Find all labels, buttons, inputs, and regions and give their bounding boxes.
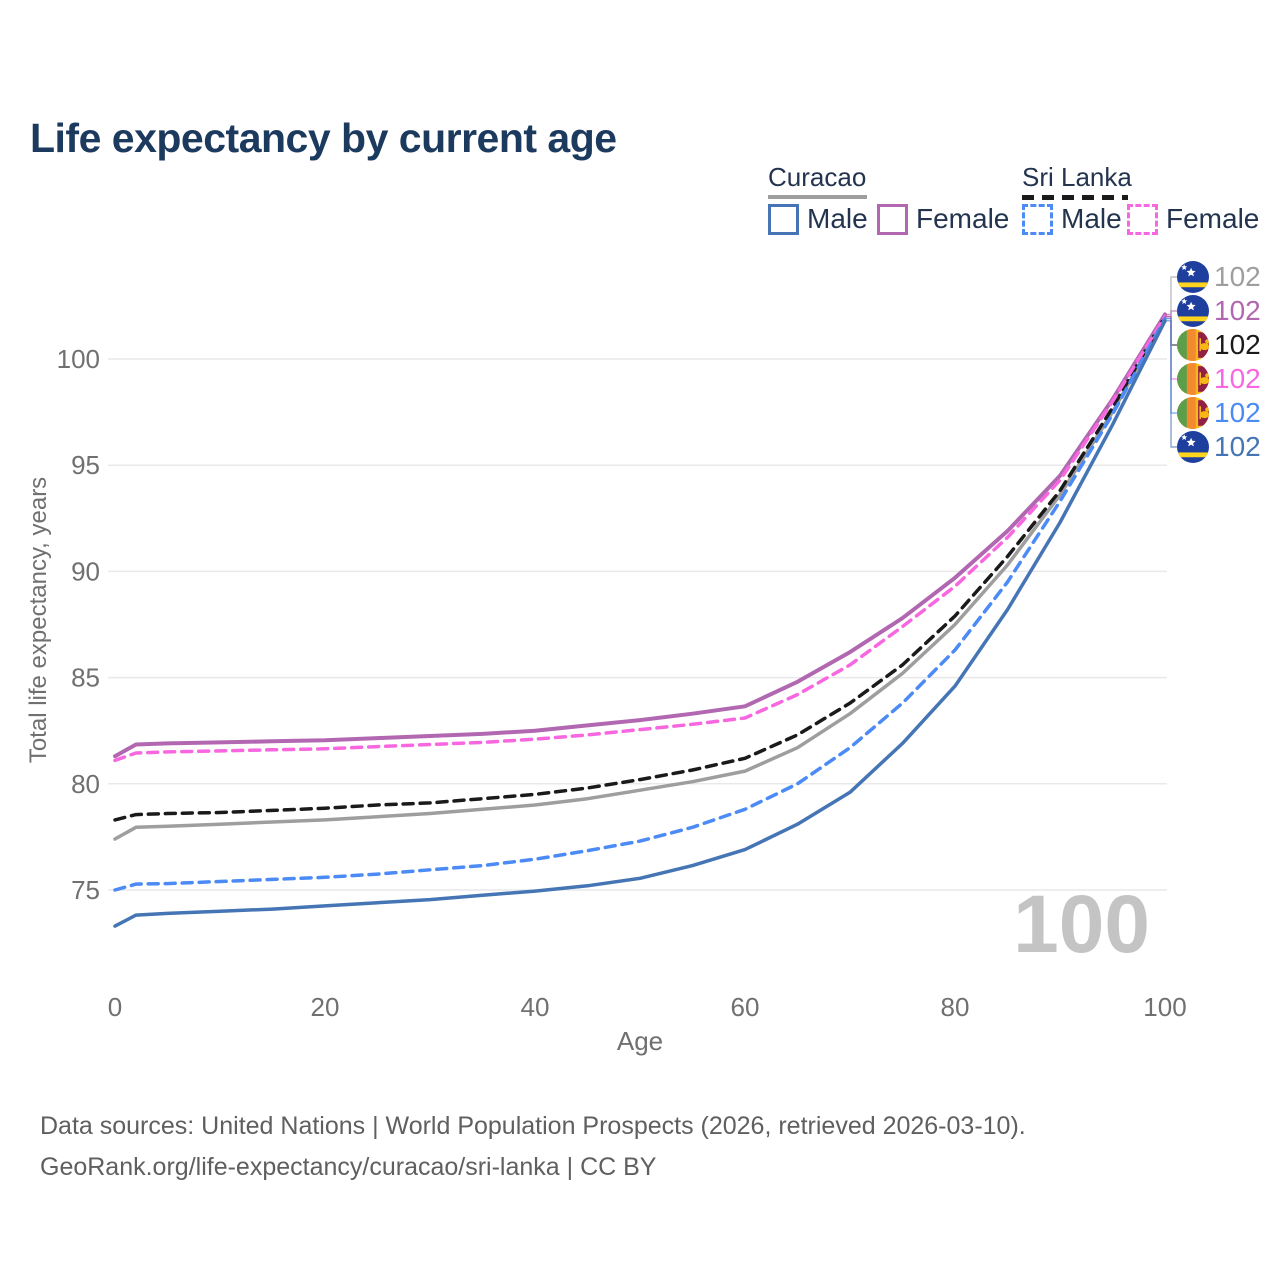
x-tick-label: 60: [731, 992, 760, 1022]
x-axis-title: Age: [617, 1026, 663, 1056]
y-tick-label: 80: [71, 769, 100, 799]
x-tick-label: 20: [311, 992, 340, 1022]
legend-item-sri-lanka-female[interactable]: Female: [1127, 203, 1259, 235]
y-tick-label: 75: [71, 875, 100, 905]
legend-item-label: Female: [1166, 203, 1260, 234]
curacao-flag-icon: [1177, 261, 1209, 293]
series-line-sri-lanka-male: [113, 316, 1167, 892]
attribution-url-text: GeoRank.org/life-expectancy/curacao/sri-…: [40, 1153, 657, 1181]
page-title: Life expectancy by current age: [30, 115, 617, 162]
end-label-leader: [1165, 320, 1177, 448]
sri-lanka-flag-icon: [1177, 363, 1209, 395]
curacao-flag-icon: [1177, 295, 1209, 327]
end-value-label: 102: [1214, 329, 1261, 360]
legend-group-curacao: Curacao: [768, 162, 867, 199]
y-axis-title: Total life expectancy, years: [25, 477, 52, 763]
sri-lanka-flag-icon: [1177, 329, 1209, 361]
x-tick-label: 80: [941, 992, 970, 1022]
legend-item-sri-lanka-male[interactable]: Male: [1022, 203, 1122, 235]
x-tick-label: 100: [1143, 992, 1186, 1022]
end-value-label: 102: [1214, 431, 1261, 462]
end-value-label: 102: [1214, 295, 1261, 326]
end-value-label: 102: [1214, 397, 1261, 428]
legend-curacao-underline-solid: [768, 195, 867, 199]
end-value-label: 102: [1214, 363, 1261, 394]
series-line-curacao-both: [113, 316, 1167, 841]
legend-item-curacao-female[interactable]: Female: [877, 203, 1009, 235]
sri-lanka-flag-icon: [1177, 397, 1209, 429]
x-tick-label: 0: [108, 992, 122, 1022]
end-label-leader: [1165, 310, 1177, 316]
y-tick-label: 100: [57, 344, 100, 374]
curacao-male-swatch: [768, 203, 799, 235]
series-line-sri-lanka-both: [113, 314, 1167, 822]
legend-item-label: Male: [807, 203, 868, 234]
y-tick-label: 85: [71, 663, 100, 693]
legend-group-sri-lanka: Sri Lanka: [1022, 162, 1132, 200]
legend-sri-lanka-underline-dashed: [1022, 195, 1128, 200]
series-line-curacao-female: [113, 312, 1167, 759]
data-sources-text: Data sources: United Nations | World Pop…: [40, 1112, 1026, 1140]
legend-item-label: Female: [916, 203, 1010, 234]
footer: Data sources: United Nations | World Pop…: [40, 1106, 1026, 1188]
legend-group-curacao-label[interactable]: Curacao: [768, 162, 867, 192]
legend-group-sri-lanka-label[interactable]: Sri Lanka: [1022, 162, 1132, 192]
series-line-sri-lanka-female: [113, 314, 1167, 763]
sri-lanka-female-swatch: [1127, 203, 1158, 235]
x-tick-label: 40: [521, 992, 550, 1022]
curacao-flag-icon: [1177, 431, 1209, 463]
y-tick-label: 95: [71, 450, 100, 480]
age-watermark: 100: [1013, 879, 1150, 970]
legend-item-label: Male: [1061, 203, 1122, 234]
end-value-label: 102: [1214, 261, 1261, 292]
legend-item-curacao-male[interactable]: Male: [768, 203, 868, 235]
sri-lanka-male-swatch: [1022, 203, 1053, 235]
series-line-curacao-male: [113, 319, 1167, 928]
y-tick-label: 90: [71, 556, 100, 586]
curacao-female-swatch: [877, 203, 908, 235]
